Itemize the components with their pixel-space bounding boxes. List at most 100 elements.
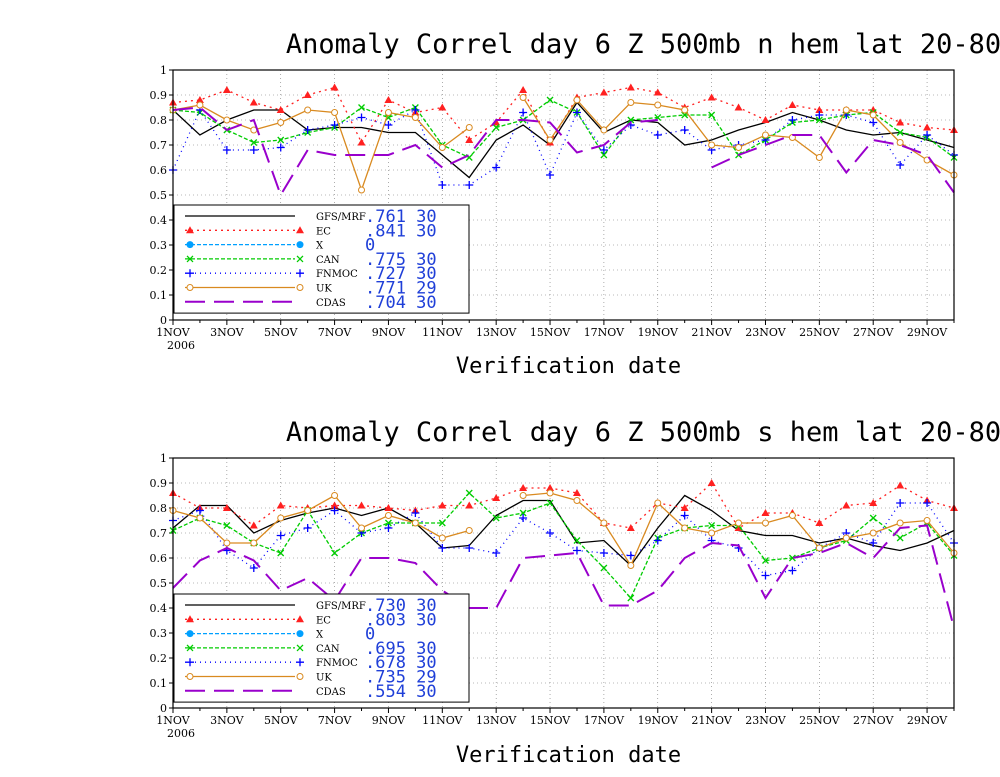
data-point-dot [186,241,194,249]
data-point-circle [465,527,473,534]
legend-score: .727 30 [365,264,437,284]
data-point-plus [249,564,258,572]
data-point-circle [681,106,689,114]
data-point-circle [788,512,796,519]
data-point-plus [249,146,258,154]
data-point-triangle [680,504,689,511]
data-point-x [250,139,258,146]
data-point-plus [761,571,770,580]
data-point-circle [331,109,339,116]
data-point-circle [654,499,662,507]
xtick-label: 21NOV [691,714,732,727]
legend-score: .761 30 [365,207,437,227]
data-point-circle [296,673,304,680]
data-point-triangle [249,98,258,106]
data-point-circle [411,519,419,527]
data-point-circle [223,539,231,547]
data-point-triangle [815,519,824,526]
xtick-year-label: 2006 [167,727,195,740]
data-point-plus [411,106,420,114]
data-point-triangle [734,103,743,111]
series-line [172,99,955,159]
data-point-triangle [249,521,258,529]
data-point-triangle [842,501,851,509]
data-point-triangle [384,504,393,511]
data-point-plus [546,171,555,179]
data-point-plus [788,116,797,124]
xtick-label: 11NOV [422,326,463,339]
legend-label: FNMOC [316,269,358,280]
ytick-label: 0.4 [150,602,168,615]
data-point-triangle [384,96,393,103]
xtick-label: 27NOV [853,714,894,727]
ytick-label: 1 [160,452,167,465]
data-point-x [896,129,904,136]
data-point-dot [296,630,304,638]
ytick-label: 0.5 [150,189,168,202]
ytick-label: 0.7 [150,527,168,540]
xtick-label: 13NOV [476,714,517,727]
legend: GFS/MRF .730 30 EC .803 30 X 0 CAN .695 30 FNMOC… [173,593,470,703]
data-point-circle [896,519,904,527]
data-point-circle [519,492,527,499]
xtick-label: 29NOV [907,714,948,727]
data-point-plus [869,539,878,547]
data-point-circle [869,529,877,537]
legend-score: .803 30 [365,610,437,630]
data-point-circle [223,116,231,124]
data-point-plus [296,658,304,667]
data-point-circle [331,492,339,499]
xtick-label: 5NOV [264,714,298,727]
legend-label: CDAS [316,687,346,698]
data-point-triangle [761,509,770,516]
series-line [172,101,955,179]
data-point-plus [680,126,689,134]
data-point-plus [303,524,312,532]
ytick-label: 0.5 [150,577,168,590]
legend-score: .775 30 [365,250,437,270]
xtick-label: 3NOV [210,714,244,727]
x-axis-label: Verification date [456,743,681,768]
data-point-x [573,537,581,544]
ytick-label: 0.3 [150,239,168,252]
data-point-x [296,644,304,652]
data-point-triangle [492,494,501,501]
ytick-label: 0.6 [150,552,168,565]
data-point-x [492,514,500,522]
data-point-x [546,96,554,104]
data-point-plus [788,566,797,575]
data-point-plus [438,181,447,189]
data-point-circle [627,562,635,569]
data-point-triangle [357,138,366,146]
data-point-circle [304,507,312,514]
data-point-circle [842,534,850,542]
data-point-triangle [465,501,474,509]
data-point-plus [330,121,339,129]
legend-label: UK [316,673,332,684]
ytick-label: 0.9 [150,89,168,102]
data-point-circle [708,141,716,149]
series-uk [169,94,958,194]
data-point-circle [896,139,904,146]
data-point-circle [384,512,392,519]
xtick-label: 15NOV [530,714,571,727]
data-point-plus [276,531,285,540]
series-fnmoc [169,106,958,189]
data-point-x [627,594,635,602]
data-point-circle [923,517,931,524]
data-point-triangle [734,524,743,531]
data-point-triangle [222,86,231,93]
data-point-circle [546,136,554,144]
data-point-triangle [788,101,797,108]
data-point-plus [653,131,662,139]
xtick-label: 1NOV [156,714,190,727]
data-point-x [519,509,527,517]
data-point-x [788,554,796,562]
data-point-plus [357,113,366,122]
data-point-triangle [653,88,662,96]
series-line [172,106,658,198]
data-point-circle [708,529,716,537]
data-point-x [358,104,365,111]
series-line [172,494,470,544]
data-point-plus [599,146,608,154]
